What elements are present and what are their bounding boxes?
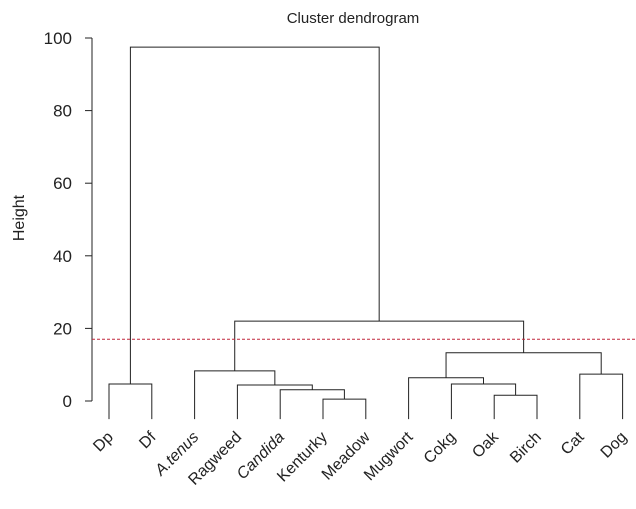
y-tick-label: 0 [63, 392, 72, 411]
y-tick-label: 80 [53, 102, 72, 121]
y-tick-label: 40 [53, 247, 72, 266]
merge-link [234, 320, 525, 371]
chart-title: Cluster dendrogram [287, 10, 420, 27]
merge-link [445, 352, 602, 378]
merge-link [129, 46, 380, 384]
merge-link [108, 383, 153, 420]
merge-link [579, 373, 624, 420]
y-tick-label: 100 [44, 29, 72, 48]
merge-link [493, 394, 538, 420]
merge-link [194, 370, 276, 420]
merge-link [279, 389, 345, 420]
y-tick-label: 20 [53, 319, 72, 338]
merge-link [322, 398, 367, 420]
leaf-label: Cokg [421, 429, 459, 467]
merge-link [450, 383, 517, 420]
leaf-label: Oak [469, 428, 502, 461]
leaf-label: Birch [507, 429, 545, 467]
leaf-label: Dog [598, 429, 631, 462]
y-tick-label: 60 [53, 174, 72, 193]
leaf-labels: Dp DfA.tenusRagweedCandidaKenturkyMeadowM… [90, 428, 630, 489]
dendrogram-tree [108, 46, 624, 420]
leaf-label: Cat [558, 428, 588, 458]
leaf-label: Dp [90, 429, 117, 456]
y-axis-label: Height [11, 194, 28, 241]
leaf-label: Df [136, 428, 160, 452]
y-axis: 0 20 40 60 80 100 [44, 29, 93, 411]
